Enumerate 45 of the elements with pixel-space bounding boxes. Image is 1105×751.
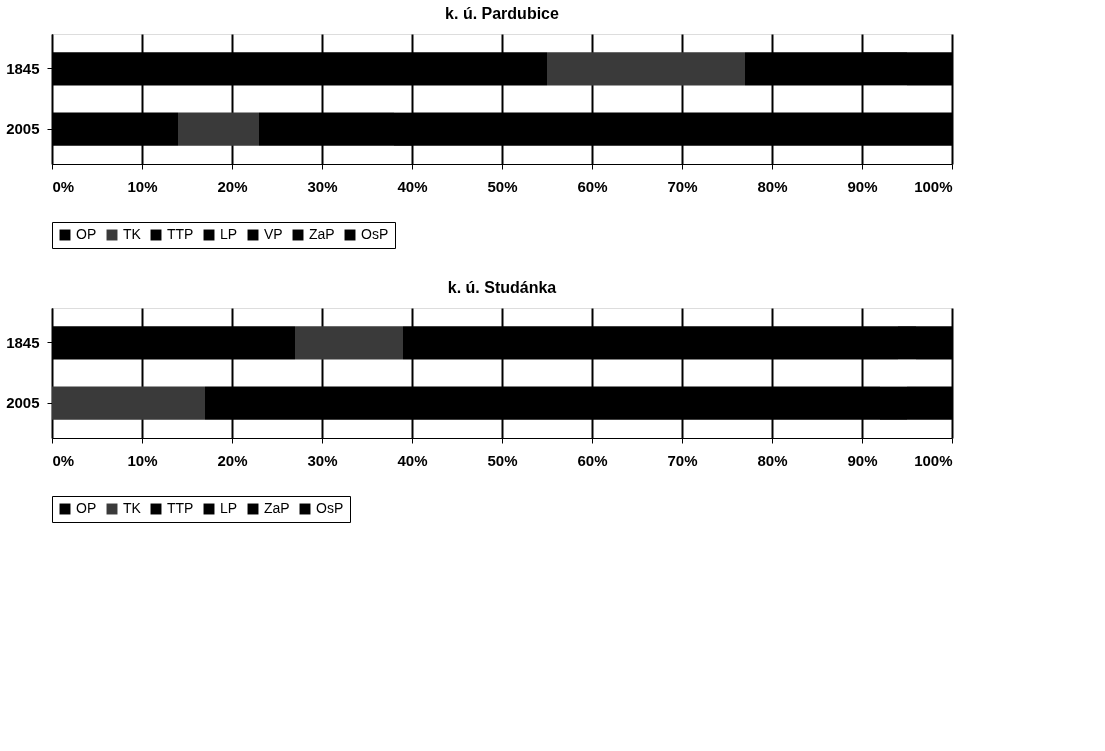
legend-label: LP bbox=[220, 500, 238, 516]
legend-label: OP bbox=[76, 500, 97, 516]
x-tick-label: 70% bbox=[667, 177, 698, 195]
x-tick-label: 40% bbox=[397, 451, 428, 469]
x-tick-label: 70% bbox=[667, 451, 698, 469]
x-tick-label: 10% bbox=[127, 451, 158, 469]
legend-label: TK bbox=[123, 500, 142, 516]
x-tick-label: 30% bbox=[307, 177, 338, 195]
chart-title: k. ú. Pardubice bbox=[445, 5, 560, 22]
y-tick-label: 1845 bbox=[6, 59, 40, 77]
x-tick-label: 60% bbox=[577, 177, 608, 195]
legend-label: OP bbox=[76, 226, 97, 242]
x-tick-label: 80% bbox=[757, 451, 788, 469]
bar bbox=[295, 326, 403, 360]
legend-label: TK bbox=[123, 226, 142, 242]
bar bbox=[547, 52, 745, 86]
bar bbox=[178, 112, 259, 146]
x-tick-label: 80% bbox=[757, 177, 788, 195]
x-tick-label: 60% bbox=[577, 451, 608, 469]
x-tick-label: 0% bbox=[52, 177, 75, 195]
x-tick-label: 100% bbox=[914, 451, 953, 469]
legend-label: OsP bbox=[316, 500, 344, 516]
x-tick-label: 20% bbox=[217, 177, 248, 195]
legend-label: TTP bbox=[167, 226, 194, 242]
y-tick-label: 2005 bbox=[6, 120, 40, 138]
x-tick-label: 10% bbox=[127, 177, 158, 195]
legend-label: LP bbox=[220, 226, 238, 242]
x-tick-label: 100% bbox=[914, 177, 953, 195]
y-tick-label: 2005 bbox=[6, 394, 40, 412]
x-tick-label: 50% bbox=[487, 451, 518, 469]
legend-label: TTP bbox=[167, 500, 194, 516]
x-tick-label: 40% bbox=[397, 177, 428, 195]
legend-label: VP bbox=[264, 226, 283, 242]
x-tick-label: 20% bbox=[217, 451, 248, 469]
x-tick-label: 0% bbox=[52, 451, 75, 469]
legend-label: ZaP bbox=[264, 500, 290, 516]
y-tick-label: 1845 bbox=[6, 333, 40, 351]
bar bbox=[52, 386, 205, 420]
legend-label: OsP bbox=[361, 226, 389, 242]
x-tick-label: 50% bbox=[487, 177, 518, 195]
x-tick-label: 30% bbox=[307, 451, 338, 469]
x-tick-label: 90% bbox=[847, 177, 878, 195]
legend-label: ZaP bbox=[309, 226, 335, 242]
x-tick-label: 90% bbox=[847, 451, 878, 469]
chart-title: k. ú. Studánka bbox=[447, 279, 557, 296]
